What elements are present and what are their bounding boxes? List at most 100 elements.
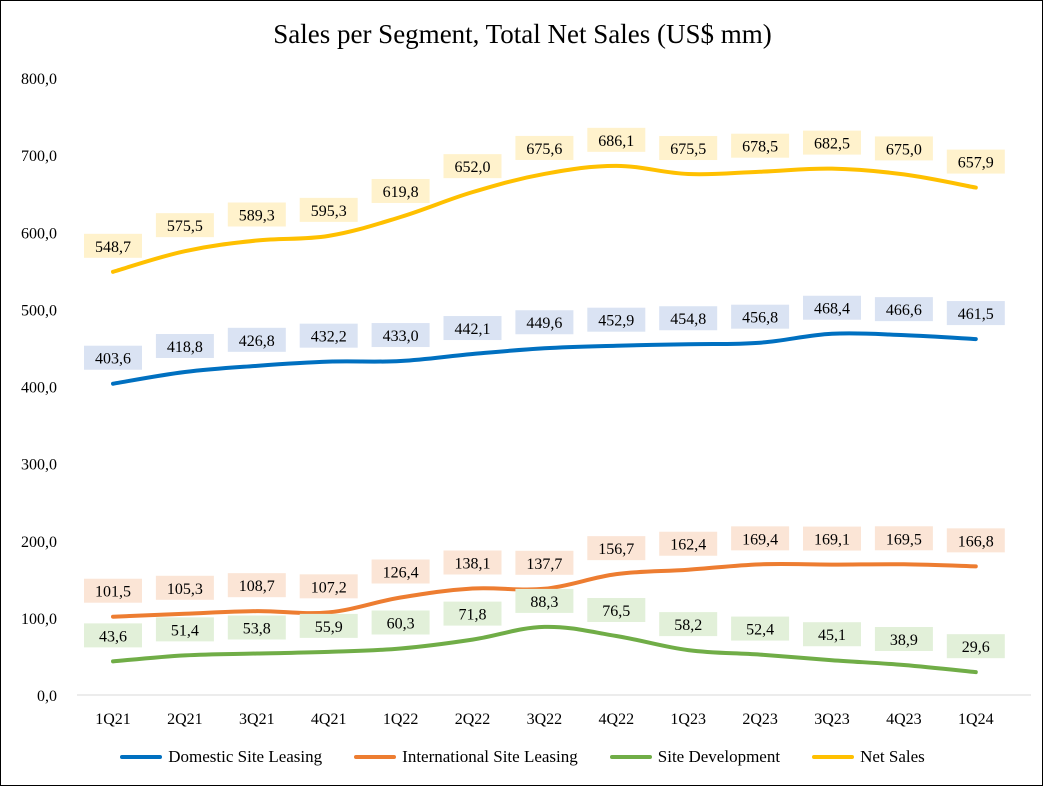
legend-item-international: International Site Leasing bbox=[354, 747, 578, 767]
data-label-international: 101,5 bbox=[95, 584, 131, 601]
legend-swatch-international bbox=[354, 755, 397, 759]
data-label-bg-site-development bbox=[155, 617, 214, 642]
legend-item-site-development: Site Development bbox=[609, 747, 781, 767]
data-label-domestic: 468,4 bbox=[814, 301, 850, 318]
x-tick-label: 4Q21 bbox=[311, 711, 347, 728]
legend-swatch-site-development bbox=[609, 755, 652, 759]
data-label-domestic: 454,8 bbox=[670, 311, 706, 328]
x-tick-label: 2Q22 bbox=[455, 711, 491, 728]
data-label-domestic: 433,0 bbox=[383, 328, 419, 345]
data-label-bg-domestic bbox=[803, 295, 861, 320]
data-label-net-sales: 652,0 bbox=[455, 159, 491, 176]
data-label-international: 108,7 bbox=[239, 578, 275, 595]
x-tick-label: 3Q23 bbox=[814, 711, 850, 728]
x-tick-label: 4Q23 bbox=[886, 711, 922, 728]
data-label-bg-site-development bbox=[659, 612, 718, 637]
data-label-bg-domestic bbox=[84, 345, 142, 370]
data-label-bg-domestic bbox=[946, 301, 1005, 326]
data-label-bg-net-sales bbox=[659, 136, 718, 161]
data-label-net-sales: 575,5 bbox=[167, 218, 203, 235]
data-label-bg-site-development bbox=[227, 615, 286, 640]
data-label-bg-net-sales bbox=[731, 133, 790, 158]
y-tick-label: 800,0 bbox=[21, 71, 57, 88]
legend-swatch-net-sales bbox=[812, 755, 855, 759]
data-label-net-sales: 657,9 bbox=[958, 155, 994, 172]
series-line-net-sales bbox=[111, 163, 978, 274]
data-label-net-sales: 548,7 bbox=[95, 239, 131, 256]
data-label-site-development: 51,4 bbox=[171, 622, 199, 639]
data-label-site-development: 29,6 bbox=[962, 639, 990, 656]
legend-label-site-development: Site Development bbox=[657, 747, 781, 766]
data-label-bg-site-development bbox=[515, 588, 574, 613]
x-tick-label: 1Q23 bbox=[670, 711, 706, 728]
data-label-site-development: 76,5 bbox=[602, 603, 630, 620]
data-label-site-development: 52,4 bbox=[746, 622, 774, 639]
data-label-net-sales: 682,5 bbox=[814, 136, 850, 153]
x-tick-label: 1Q24 bbox=[958, 711, 994, 728]
data-label-bg-net-sales bbox=[84, 233, 142, 258]
data-label-international: 169,1 bbox=[814, 532, 850, 549]
data-label-bg-international bbox=[731, 526, 790, 551]
data-label-site-development: 58,2 bbox=[674, 617, 702, 634]
legend-item-net-sales: Net Sales bbox=[812, 747, 925, 767]
data-label-domestic: 442,1 bbox=[455, 321, 491, 338]
y-tick-label: 100,0 bbox=[21, 611, 57, 628]
data-label-net-sales: 675,0 bbox=[886, 141, 922, 158]
data-label-net-sales: 619,8 bbox=[383, 184, 419, 201]
x-tick-label: 3Q22 bbox=[527, 711, 563, 728]
data-label-net-sales: 589,3 bbox=[239, 208, 275, 225]
data-label-bg-net-sales bbox=[371, 178, 430, 203]
data-label-bg-site-development bbox=[587, 597, 646, 622]
data-label-bg-net-sales bbox=[155, 213, 214, 238]
data-label-bg-domestic bbox=[659, 306, 718, 331]
y-tick-label: 400,0 bbox=[21, 380, 57, 397]
data-label-bg-international bbox=[874, 526, 933, 551]
data-label-site-development: 38,9 bbox=[890, 632, 918, 649]
x-tick-label: 1Q21 bbox=[95, 711, 131, 728]
legend: Domestic Site Leasing International Site… bbox=[1, 745, 1043, 769]
data-label-bg-domestic bbox=[443, 316, 502, 341]
x-tick-label: 4Q22 bbox=[599, 711, 635, 728]
data-label-bg-domestic bbox=[587, 307, 646, 332]
data-label-international: 137,7 bbox=[526, 556, 562, 573]
data-label-bg-domestic bbox=[299, 323, 358, 348]
data-label-bg-domestic bbox=[155, 334, 214, 359]
data-label-net-sales: 675,6 bbox=[526, 141, 562, 158]
y-tick-label: 0,0 bbox=[37, 688, 57, 705]
data-label-site-development: 71,8 bbox=[459, 607, 487, 624]
data-label-bg-international bbox=[371, 559, 430, 584]
data-label-international: 169,4 bbox=[742, 531, 778, 548]
data-label-site-development: 45,1 bbox=[818, 627, 846, 644]
data-label-international: 105,3 bbox=[167, 581, 203, 598]
data-label-bg-domestic bbox=[731, 304, 790, 329]
y-tick-label: 700,0 bbox=[21, 148, 57, 165]
data-label-bg-international bbox=[155, 575, 214, 600]
data-label-bg-international bbox=[443, 550, 502, 575]
data-label-international: 107,2 bbox=[311, 579, 347, 596]
data-label-bg-site-development bbox=[84, 623, 142, 648]
data-label-site-development: 55,9 bbox=[315, 619, 343, 636]
data-label-domestic: 426,8 bbox=[239, 333, 275, 350]
data-label-bg-net-sales bbox=[515, 135, 574, 160]
data-label-bg-site-development bbox=[299, 613, 358, 638]
data-label-international: 138,1 bbox=[455, 555, 491, 572]
data-label-site-development: 60,3 bbox=[387, 615, 415, 632]
data-label-bg-domestic bbox=[515, 310, 574, 335]
legend-swatch-domestic bbox=[120, 755, 163, 759]
data-label-bg-site-development bbox=[371, 610, 430, 635]
x-tick-label: 2Q21 bbox=[167, 711, 203, 728]
data-label-domestic: 403,6 bbox=[95, 351, 131, 368]
data-label-international: 169,5 bbox=[886, 531, 922, 548]
data-label-bg-international bbox=[946, 528, 1005, 553]
data-label-international: 162,4 bbox=[670, 537, 706, 554]
data-label-domestic: 432,2 bbox=[311, 329, 347, 346]
data-label-bg-net-sales bbox=[803, 130, 861, 155]
data-label-site-development: 43,6 bbox=[99, 628, 127, 645]
data-label-bg-international bbox=[299, 574, 358, 599]
data-label-domestic: 461,5 bbox=[958, 306, 994, 323]
series-line-international bbox=[111, 561, 978, 619]
data-label-bg-site-development bbox=[443, 601, 502, 626]
y-tick-label: 200,0 bbox=[21, 534, 57, 551]
data-label-international: 166,8 bbox=[958, 533, 994, 550]
